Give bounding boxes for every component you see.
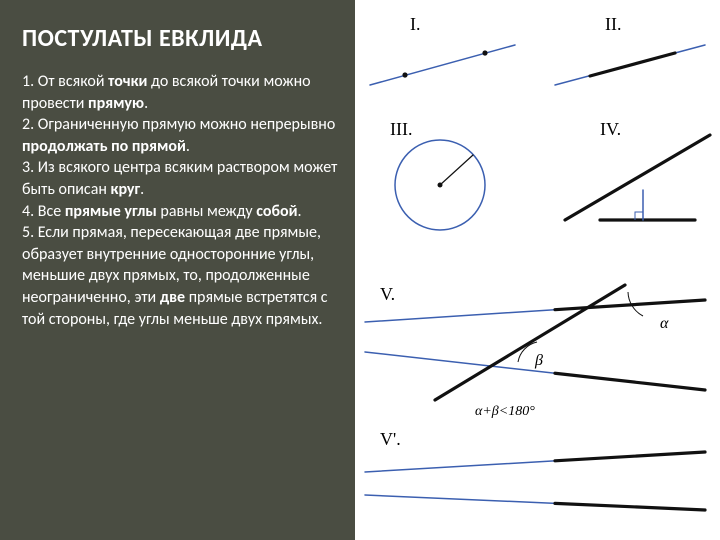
slide-title: ПОСТУЛАТЫ ЕВКЛИДА [22, 24, 339, 53]
svg-text:I.: I. [410, 14, 421, 34]
diagram-panel: I. II. III. IV. V. V'. α β α+β<180° [355, 0, 720, 540]
slide-root: ПОСТУЛАТЫ ЕВКЛИДА 1. От всякой точки до … [0, 0, 720, 540]
text-panel: ПОСТУЛАТЫ ЕВКЛИДА 1. От всякой точки до … [0, 0, 355, 540]
svg-text:α: α [660, 315, 669, 332]
postulates-text: 1. От всякой точки до всякой точки можно… [22, 71, 339, 330]
svg-text:III.: III. [390, 119, 412, 139]
svg-text:α+β<180°: α+β<180° [475, 404, 535, 419]
svg-text:V'.: V'. [380, 429, 401, 449]
svg-text:β: β [534, 352, 543, 369]
svg-text:II.: II. [605, 14, 622, 34]
svg-text:IV.: IV. [600, 119, 621, 139]
diagram-svg: I. II. III. IV. V. V'. α β α+β<180° [355, 0, 720, 540]
svg-text:V.: V. [380, 284, 395, 304]
